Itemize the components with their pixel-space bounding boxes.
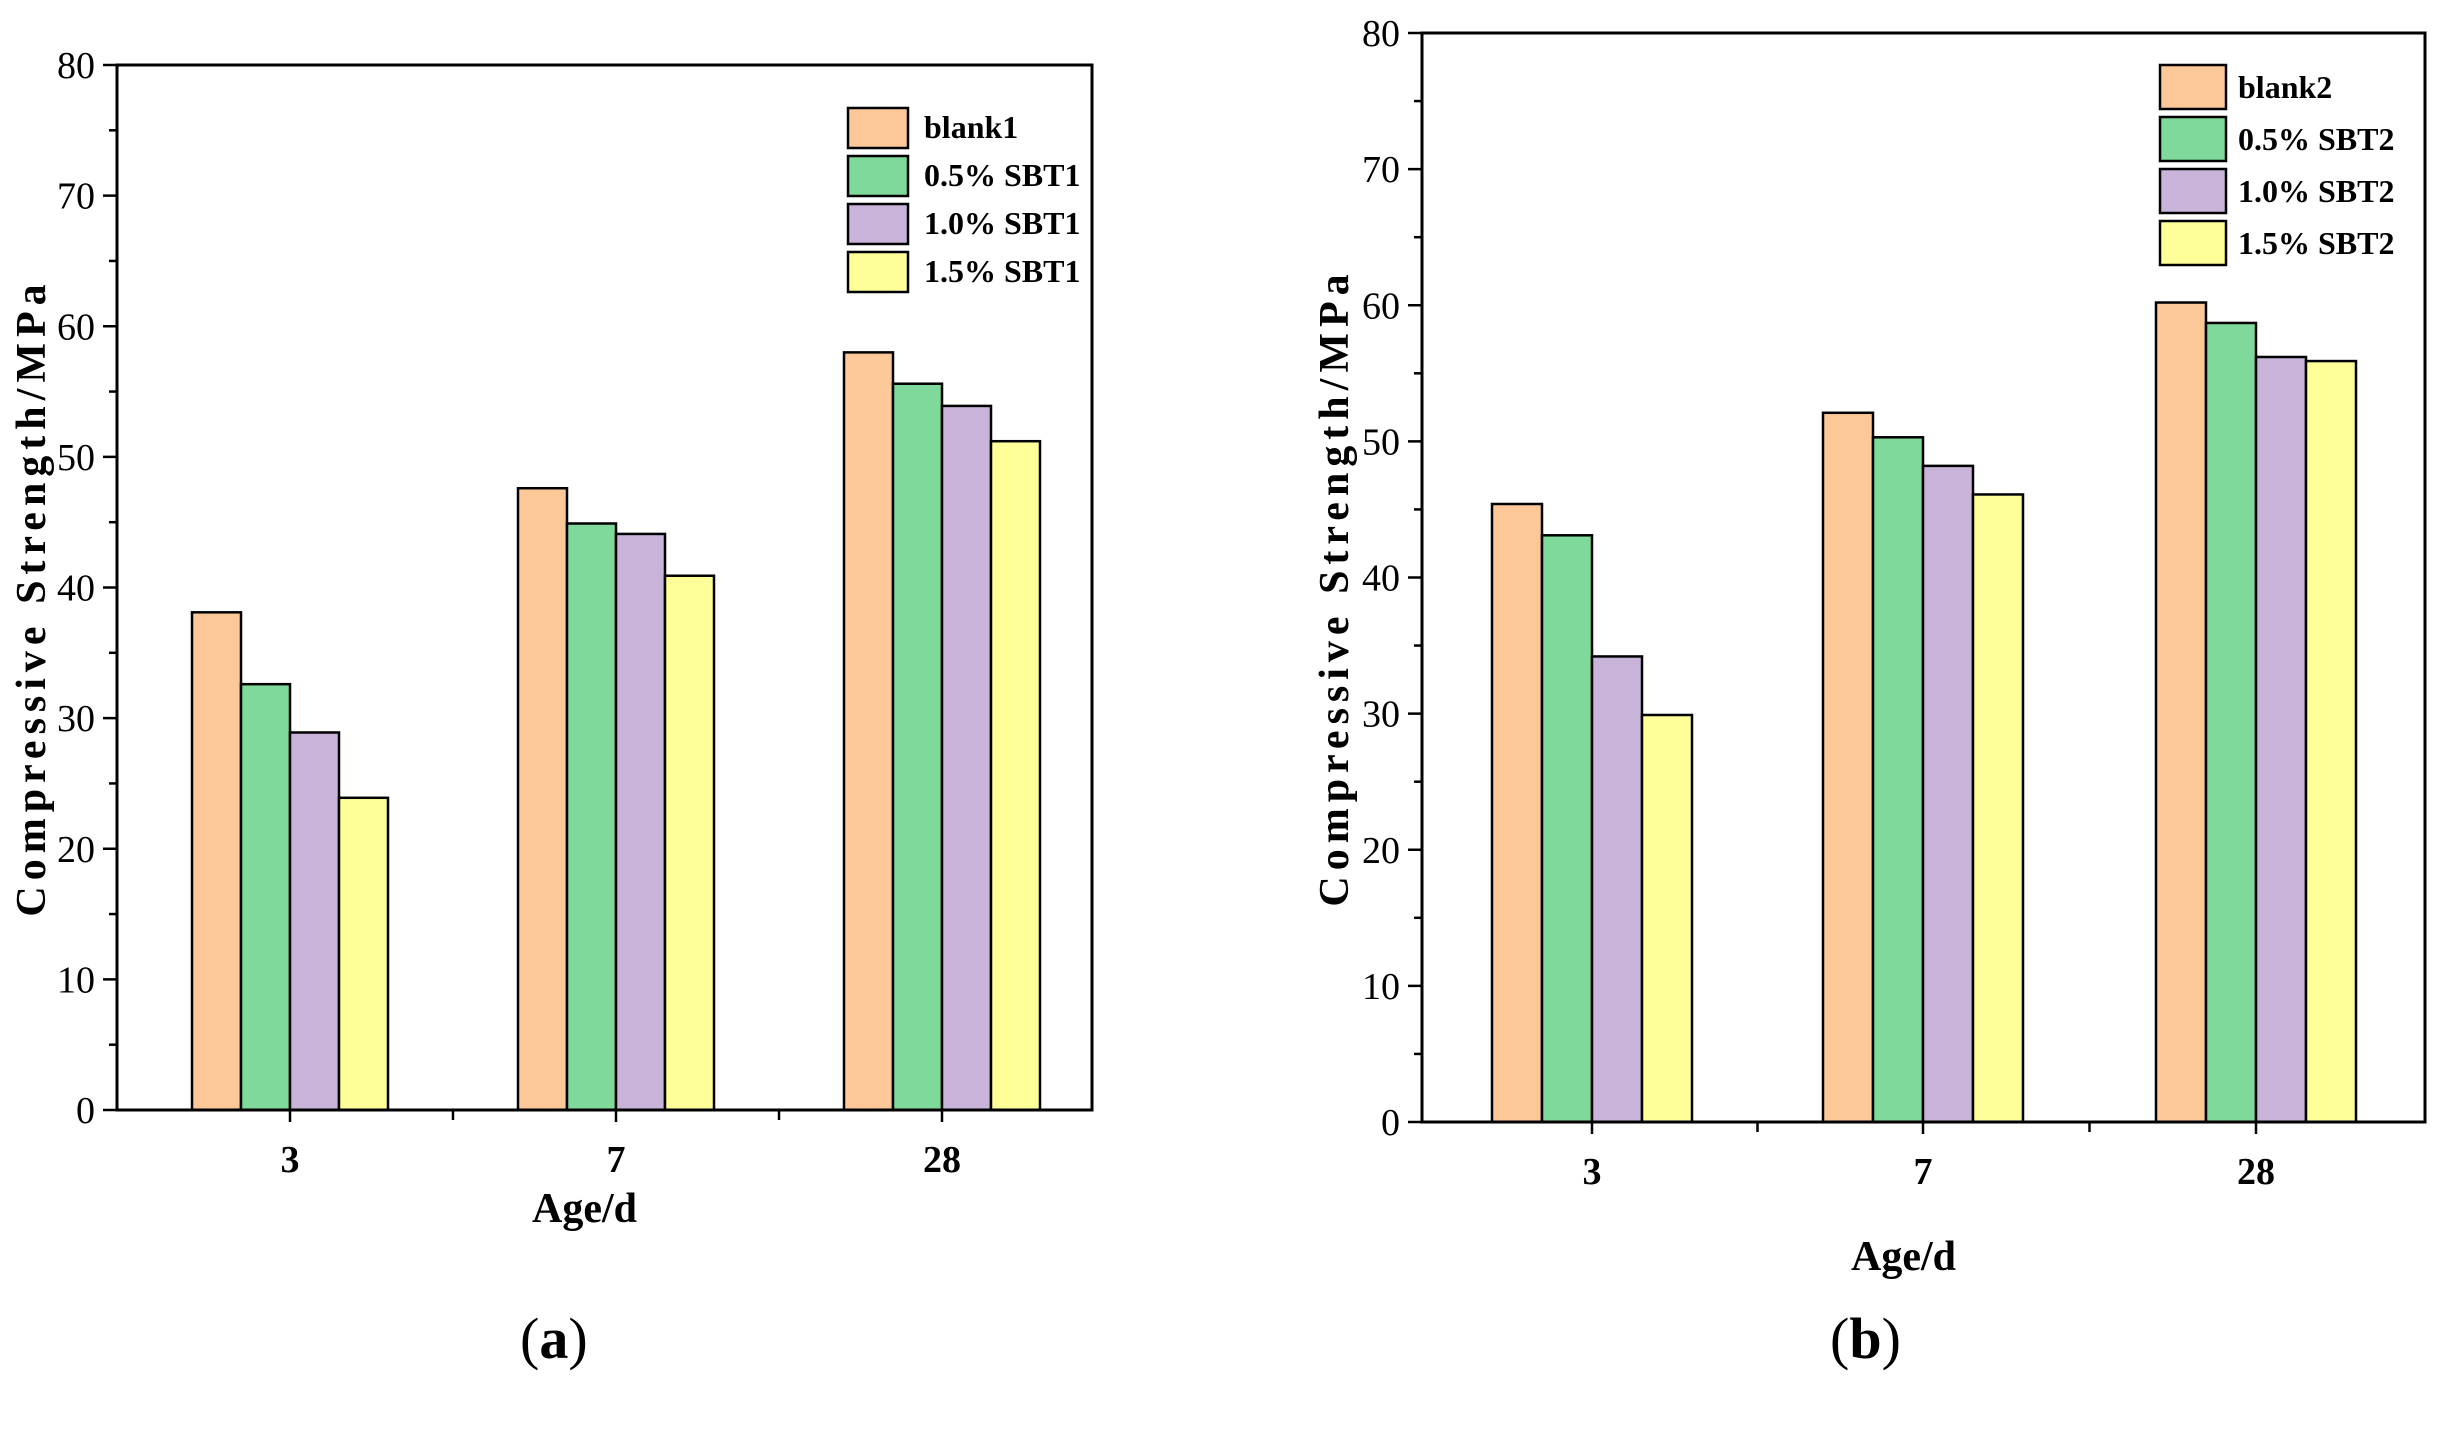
bar-blank2-age-3 xyxy=(1490,502,1544,1124)
y-tick-label: 70 xyxy=(57,176,95,218)
bar-0-5-sbt2-age-7 xyxy=(1871,436,1925,1124)
y-tick-label: 10 xyxy=(1362,966,1400,1008)
y-tick-label: 20 xyxy=(57,829,95,871)
legend-label: 0.5% SBT1 xyxy=(924,157,1080,193)
bar-blank1-age-28 xyxy=(842,351,895,1112)
y-tick-label: 70 xyxy=(1362,149,1400,191)
bar-1-5-sbt2-age-3 xyxy=(1640,713,1694,1124)
y-tick-label: 0 xyxy=(76,1090,95,1132)
panel-label-b: (b) xyxy=(1830,1306,1901,1371)
bar-1-0-sbt2-age-3 xyxy=(1590,655,1644,1124)
bar-blank2-age-28 xyxy=(2154,301,2208,1124)
legend-swatch xyxy=(846,250,910,294)
y-tick-label: 0 xyxy=(1381,1102,1400,1144)
bar-1-0-sbt2-age-7 xyxy=(1921,464,1975,1124)
legend-label: 1.5% SBT2 xyxy=(2238,225,2394,261)
x-tick-label: 7 xyxy=(607,1139,626,1181)
legend-swatch xyxy=(846,106,910,150)
chart-panel-a: 0 10 20 30 40 50 60 70 80 3 7 28 Age/d Compressive St… xyxy=(9,45,1094,1232)
bar-0-5-sbt1-age-28 xyxy=(891,382,944,1112)
x-tick-label: 28 xyxy=(2237,1151,2275,1193)
y-tick-label: 50 xyxy=(1362,421,1400,463)
y-tick-label: 40 xyxy=(57,568,95,610)
x-tick-label: 7 xyxy=(1914,1151,1933,1193)
legend-label: blank1 xyxy=(924,109,1018,145)
legend-swatch xyxy=(2158,167,2228,215)
y-axis-label: Compressive Strength/MPa xyxy=(1312,268,1358,906)
y-tick-label: 50 xyxy=(57,437,95,479)
y-axis-label: Compressive Strength/MPa xyxy=(9,278,55,916)
x-axis-label: Age/d xyxy=(532,1186,637,1232)
legend-label: 1.5% SBT1 xyxy=(924,253,1080,289)
y-tick-label: 40 xyxy=(1362,558,1400,600)
bar-1-5-sbt1-age-7 xyxy=(663,574,716,1112)
bar-1-0-sbt1-age-28 xyxy=(940,404,993,1112)
x-tick-label: 3 xyxy=(281,1139,300,1181)
legend-label: 1.0% SBT2 xyxy=(2238,173,2394,209)
x-axis-label: Age/d xyxy=(1851,1234,1956,1280)
legend-swatch xyxy=(846,154,910,198)
legend-swatch xyxy=(2158,219,2228,267)
bar-blank1-age-7 xyxy=(516,486,569,1112)
y-tick-label: 20 xyxy=(1362,830,1400,872)
chart-panel-b: 0 10 20 30 40 50 60 70 80 3 7 28 Age/d Compressive St… xyxy=(1312,13,2427,1280)
bar-1-5-sbt2-age-7 xyxy=(1971,493,2025,1124)
bar-1-0-sbt1-age-3 xyxy=(288,731,341,1112)
bar-1-0-sbt1-age-7 xyxy=(614,532,667,1112)
y-tick-label: 80 xyxy=(57,45,95,87)
bar-0-5-sbt1-age-7 xyxy=(565,522,618,1112)
legend-swatch xyxy=(846,202,910,246)
panel-label-a: (a) xyxy=(520,1306,588,1371)
bar-0-5-sbt1-age-3 xyxy=(239,682,292,1112)
x-tick-label: 3 xyxy=(1583,1151,1602,1193)
bar-1-0-sbt2-age-28 xyxy=(2254,355,2308,1124)
bar-blank1-age-3 xyxy=(190,611,243,1112)
x-tick-label: 28 xyxy=(923,1139,961,1181)
y-tick-label: 80 xyxy=(1362,13,1400,55)
y-tick-label: 60 xyxy=(1362,285,1400,327)
legend-swatch xyxy=(2158,63,2228,111)
bar-0-5-sbt2-age-3 xyxy=(1540,534,1594,1124)
legend-swatch xyxy=(2158,115,2228,163)
y-tick-label: 30 xyxy=(1362,694,1400,736)
bar-1-5-sbt2-age-28 xyxy=(2304,359,2358,1124)
y-tick-label: 60 xyxy=(57,306,95,348)
bar-0-5-sbt2-age-28 xyxy=(2204,321,2258,1124)
y-tick-label: 10 xyxy=(57,959,95,1001)
y-tick-label: 30 xyxy=(57,698,95,740)
legend-label: blank2 xyxy=(2238,69,2332,105)
legend-label: 1.0% SBT1 xyxy=(924,205,1080,241)
bar-blank2-age-7 xyxy=(1821,411,1875,1124)
bar-1-5-sbt1-age-28 xyxy=(989,439,1042,1112)
legend-label: 0.5% SBT2 xyxy=(2238,121,2394,157)
bar-1-5-sbt1-age-3 xyxy=(337,796,390,1112)
